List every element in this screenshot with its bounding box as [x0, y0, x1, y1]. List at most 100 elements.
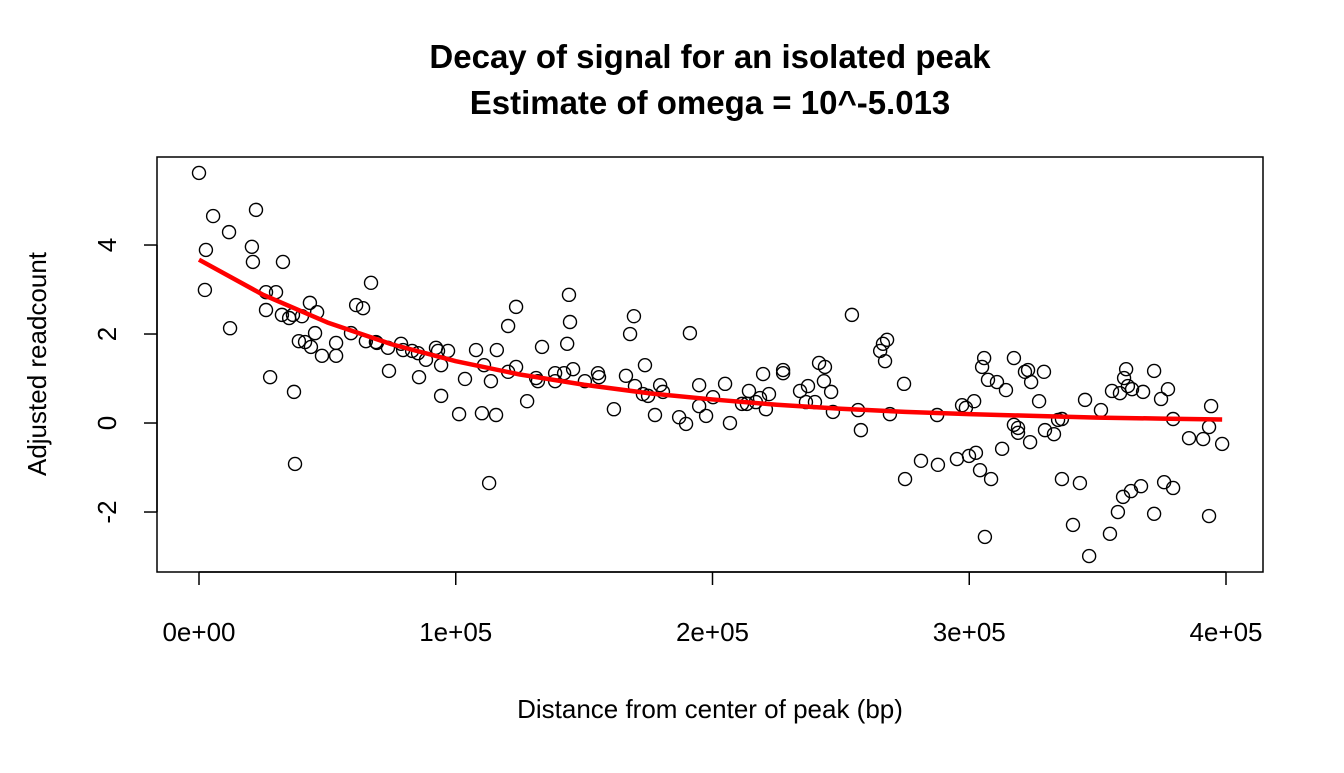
point: [1006, 350, 1022, 366]
chart-title: Decay of signal for an isolated peak: [429, 38, 991, 75]
point: [977, 529, 993, 545]
point: [1118, 361, 1134, 377]
point: [577, 373, 593, 389]
point: [591, 369, 607, 385]
point: [302, 295, 318, 311]
point: [1201, 508, 1217, 524]
point: [562, 314, 578, 330]
point: [534, 339, 550, 355]
point: [1195, 431, 1211, 447]
point: [559, 336, 575, 352]
point: [307, 325, 323, 341]
point: [817, 359, 833, 375]
point: [998, 382, 1014, 398]
point: [197, 282, 213, 298]
point: [222, 321, 238, 336]
point: [1010, 425, 1026, 441]
point: [761, 386, 777, 402]
point: [897, 471, 913, 487]
plot-frame: [156, 156, 1264, 573]
point: [913, 453, 929, 469]
point: [816, 373, 832, 389]
point: [328, 335, 344, 351]
point: [1203, 398, 1219, 414]
x-tick-label: 4e+05: [1189, 617, 1262, 647]
point: [823, 384, 839, 400]
point: [930, 457, 946, 473]
point: [561, 287, 577, 303]
point: [1165, 480, 1181, 496]
point: [468, 342, 484, 358]
point: [1146, 363, 1162, 379]
point: [1072, 475, 1088, 491]
point: [1120, 378, 1136, 394]
point: [314, 348, 330, 364]
point: [1146, 506, 1162, 521]
point: [1023, 374, 1039, 390]
point: [1116, 370, 1132, 386]
point: [792, 383, 808, 399]
point: [489, 342, 505, 358]
point: [286, 384, 302, 400]
point: [1135, 384, 1151, 400]
point: [994, 441, 1010, 457]
y-tick-label: -2: [92, 500, 122, 523]
point: [274, 307, 290, 323]
point: [287, 456, 303, 472]
point: [1077, 392, 1093, 408]
point: [565, 361, 581, 377]
point: [1214, 436, 1230, 452]
point: [637, 357, 653, 373]
point: [474, 406, 490, 421]
point: [682, 325, 698, 341]
point: [1133, 479, 1149, 494]
point: [1022, 434, 1038, 450]
point: [1160, 381, 1176, 397]
point: [433, 388, 449, 404]
point: [440, 343, 456, 359]
point: [626, 309, 642, 324]
point: [698, 408, 714, 424]
point: [244, 239, 260, 254]
point: [966, 394, 982, 409]
point: [691, 398, 707, 414]
point: [1081, 548, 1097, 564]
point: [275, 254, 291, 270]
point: [678, 416, 694, 432]
point: [481, 475, 497, 491]
point: [1036, 364, 1052, 380]
point: [1181, 430, 1197, 446]
point: [262, 369, 278, 385]
point: [508, 299, 524, 315]
point: [877, 353, 893, 369]
point: [1065, 517, 1081, 533]
point: [844, 307, 860, 323]
point: [221, 224, 237, 240]
point: [775, 365, 791, 381]
point: [1153, 391, 1169, 407]
point: [488, 407, 504, 423]
point: [530, 373, 546, 389]
point: [500, 318, 516, 334]
point: [875, 336, 891, 352]
point: [245, 254, 261, 270]
point: [618, 368, 634, 384]
point: [303, 339, 319, 355]
point: [291, 333, 307, 349]
point: [1054, 471, 1070, 487]
point: [1006, 417, 1022, 432]
point: [1112, 386, 1128, 401]
point: [974, 359, 990, 375]
y-tick-label: 0: [92, 416, 122, 430]
point: [1031, 394, 1047, 409]
point: [355, 301, 371, 316]
point: [248, 202, 264, 218]
point: [972, 462, 988, 478]
point: [691, 377, 707, 393]
point: [483, 373, 499, 389]
x-axis-label: Distance from center of peak (bp): [517, 694, 903, 724]
point: [980, 372, 996, 388]
point: [647, 407, 663, 423]
